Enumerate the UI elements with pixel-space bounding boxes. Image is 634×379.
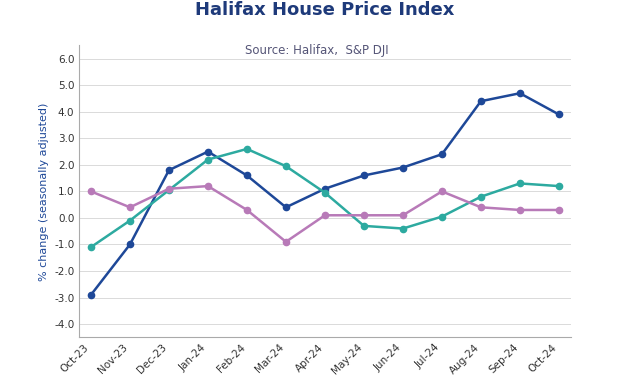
Annual % Change — [165, 168, 172, 172]
Monthly % Change — [282, 240, 290, 244]
Annual % Change — [87, 293, 94, 297]
3 Month on 3 Month
% Change — [321, 191, 328, 195]
Annual % Change — [555, 112, 563, 117]
Line: Annual % Change: Annual % Change — [88, 90, 562, 298]
Annual % Change — [126, 242, 134, 247]
3 Month on 3 Month
% Change — [360, 224, 368, 228]
Annual % Change — [282, 205, 290, 210]
3 Month on 3 Month
% Change — [204, 157, 212, 162]
3 Month on 3 Month
% Change — [243, 147, 250, 151]
3 Month on 3 Month
% Change — [87, 245, 94, 249]
3 Month on 3 Month
% Change — [555, 184, 563, 188]
Monthly % Change — [165, 186, 172, 191]
Annual % Change — [477, 99, 485, 103]
Annual % Change — [243, 173, 250, 178]
3 Month on 3 Month
% Change — [516, 181, 524, 186]
Annual % Change — [321, 186, 328, 191]
Y-axis label: % change (seasonally adjusted): % change (seasonally adjusted) — [39, 102, 49, 280]
Monthly % Change — [126, 205, 134, 210]
Annual % Change — [399, 165, 407, 170]
3 Month on 3 Month
% Change — [477, 194, 485, 199]
Annual % Change — [360, 173, 368, 178]
Monthly % Change — [243, 208, 250, 212]
Monthly % Change — [555, 208, 563, 212]
3 Month on 3 Month
% Change — [438, 215, 446, 219]
Title: Halifax House Price Index: Halifax House Price Index — [195, 1, 455, 19]
Annual % Change — [516, 91, 524, 96]
Monthly % Change — [360, 213, 368, 218]
Monthly % Change — [399, 213, 407, 218]
Line: 3 Month on 3 Month
% Change: 3 Month on 3 Month % Change — [88, 146, 562, 250]
Annual % Change — [204, 149, 212, 154]
3 Month on 3 Month
% Change — [282, 164, 290, 169]
3 Month on 3 Month
% Change — [165, 188, 172, 193]
Annual % Change — [438, 152, 446, 157]
Text: Source: Halifax,  S&P DJI: Source: Halifax, S&P DJI — [245, 44, 389, 56]
3 Month on 3 Month
% Change — [126, 218, 134, 223]
Monthly % Change — [204, 184, 212, 188]
Monthly % Change — [321, 213, 328, 218]
Line: Monthly % Change: Monthly % Change — [88, 183, 562, 245]
Monthly % Change — [87, 189, 94, 194]
Monthly % Change — [477, 205, 485, 210]
Monthly % Change — [516, 208, 524, 212]
Monthly % Change — [438, 189, 446, 194]
3 Month on 3 Month
% Change — [399, 226, 407, 231]
